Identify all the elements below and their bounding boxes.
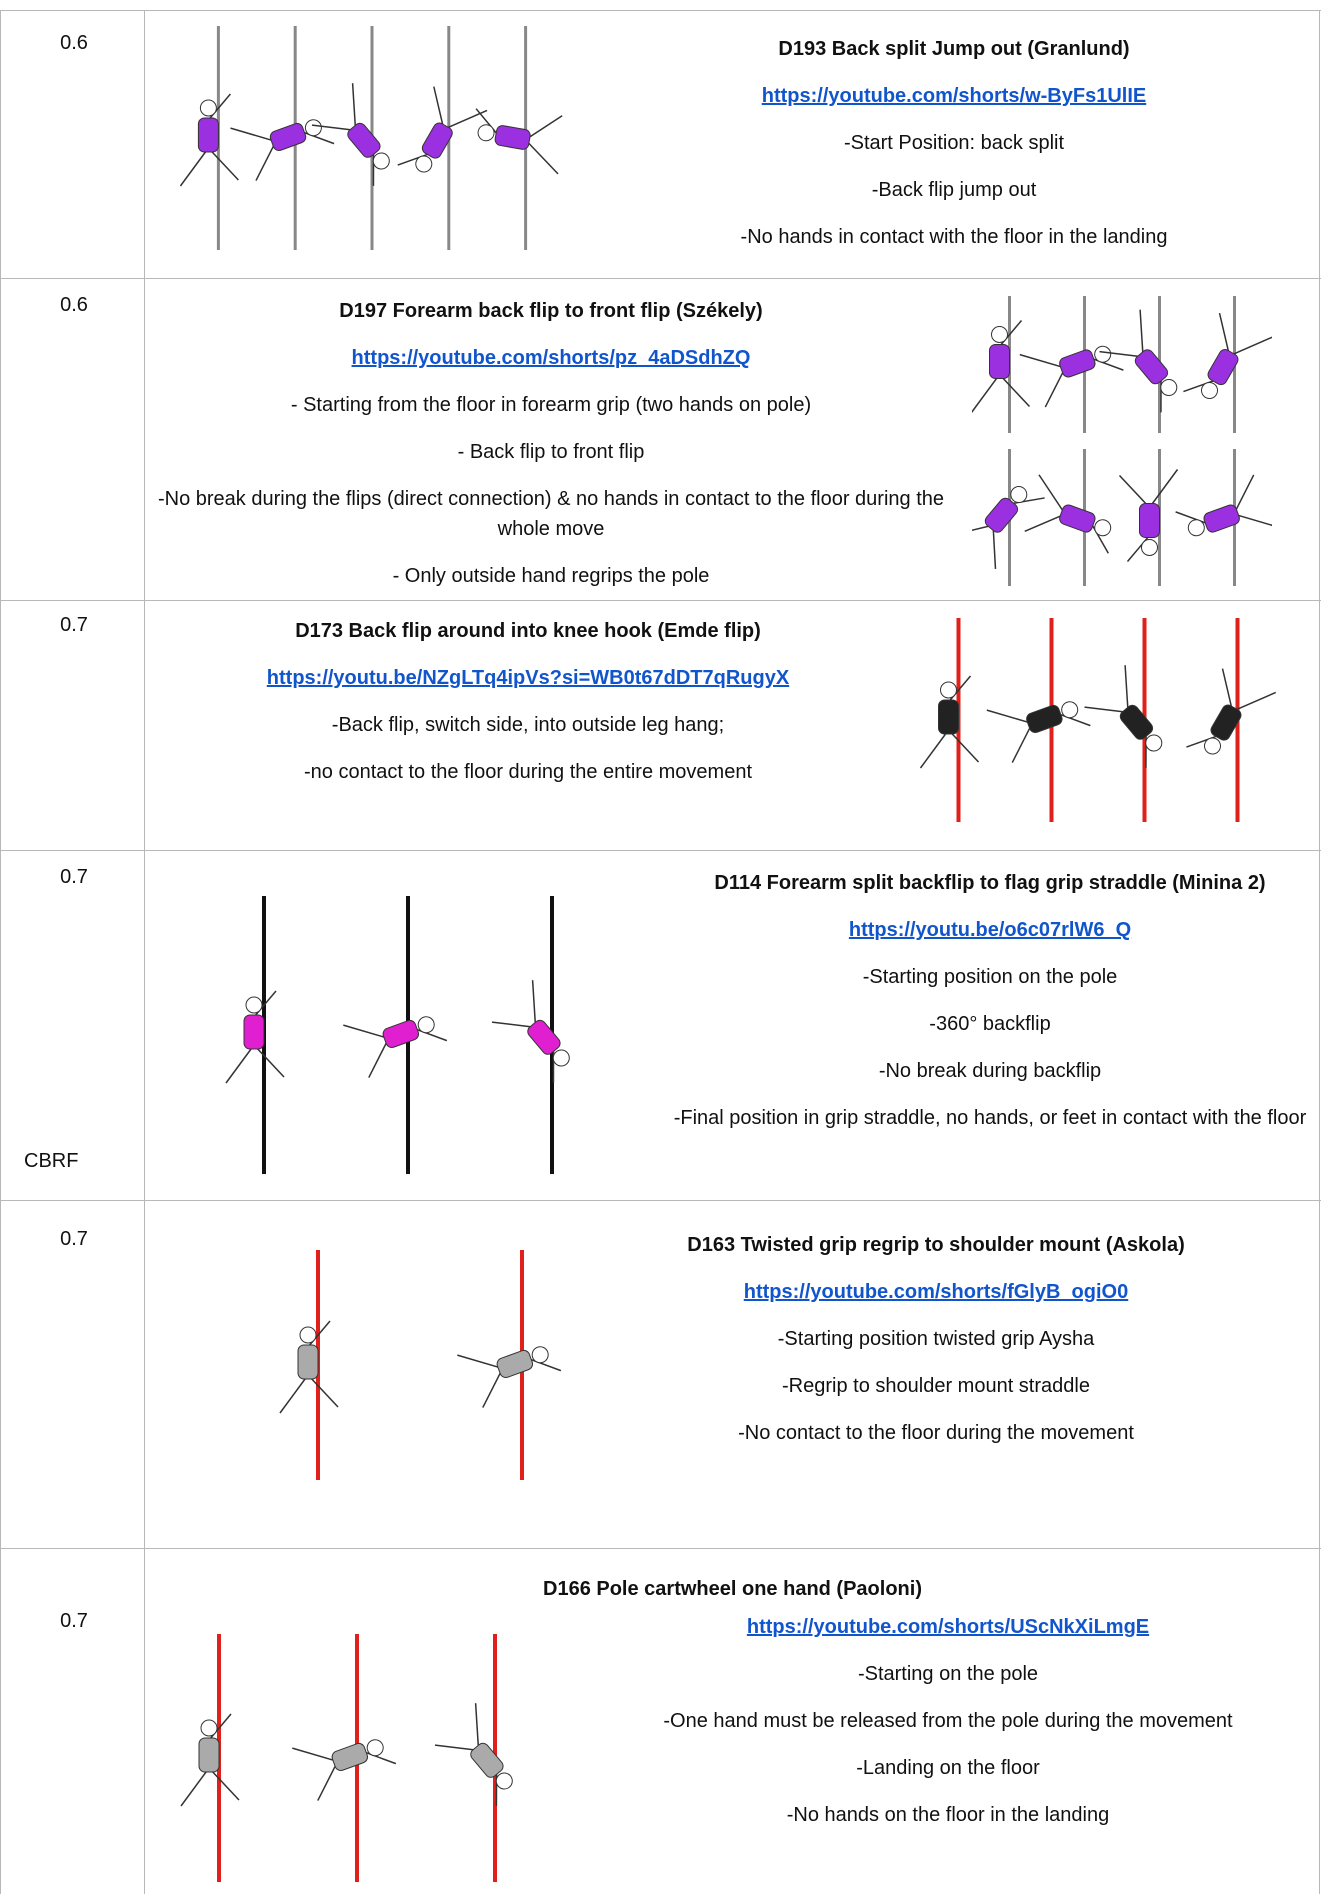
figure-part [972,486,1045,569]
text-block: D193 Back split Jump out (Granlund) https… [648,34,1260,269]
score: 0.6 [60,32,88,54]
illustration [180,26,563,250]
figure-part [986,701,1091,763]
requirement: -Back flip, switch side, into outside le… [331,714,725,736]
illustration [919,618,1277,822]
requirement: -Landing on the floor [856,1757,1040,1779]
score: 0.7 [60,1610,88,1632]
video-link[interactable]: https://youtu.be/o6c07rlW6_Q [848,919,1132,941]
figure-part [230,119,335,181]
requirement: - Back flip to front flip [457,441,645,463]
row-divider [0,1200,1321,1201]
score: 0.7 [60,1228,88,1250]
figure-part [279,1320,339,1414]
text-block: https://youtube.com/shorts/UScNkXiLmgE -S… [624,1612,1272,1847]
requirement: -Back flip jump out [871,179,1037,201]
row-divider [0,278,1321,279]
video-link[interactable]: https://youtube.com/shorts/fGlyB_ogiO0 [743,1281,1129,1303]
figure-part [180,93,239,187]
requirement: -Starting position on the pole [862,966,1118,988]
row-divider [0,850,1321,851]
illustration [180,1634,513,1882]
figure-part [292,1739,397,1801]
requirement: -No contact to the floor during the move… [738,1422,1134,1444]
figure-part [457,1346,562,1408]
move-title: D173 Back flip around into knee hook (Em… [295,620,761,642]
figure-part [311,83,390,186]
text-block: D163 Twisted grip regrip to shoulder mou… [600,1230,1272,1465]
figure-part [1175,474,1272,537]
score: 0.6 [60,294,88,316]
figure-part [397,86,488,173]
requirement: -One hand must be released from the pole… [663,1710,1233,1732]
illustration [972,296,1272,586]
text-block: D173 Back flip around into knee hook (Em… [156,616,900,804]
row-divider [0,1548,1321,1549]
text-block: D197 Forearm back flip to front flip (Sz… [156,296,946,608]
requirement: - Starting from the floor in forearm gri… [290,394,812,416]
requirement: -No hands in contact with the floor in t… [740,226,1168,248]
figure-part [1186,668,1277,755]
figure-part [475,108,563,175]
requirement: -No break during the flips (direct conne… [157,488,944,540]
requirement: -Regrip to shoulder mount straddle [782,1375,1090,1397]
figure-part [491,980,570,1083]
figure-part [434,1703,513,1806]
requirement: -No hands on the floor in the landing [786,1804,1110,1826]
requirement: -Start Position: back split [843,132,1065,154]
figure-part [1024,474,1112,554]
figure-part [1099,309,1178,413]
table-border [0,10,1321,11]
move-title: D193 Back split Jump out (Granlund) [778,38,1130,60]
video-link[interactable]: https://youtube.com/shorts/w-ByFs1UlIE [761,85,1147,107]
figure-part [1118,469,1179,562]
illustration [225,896,570,1174]
requirement: -No break during backflip [878,1060,1102,1082]
figure-part [180,1713,240,1807]
requirement: -Final position in grip straddle, no han… [673,1107,1307,1129]
figure-part [343,1016,448,1078]
score: 0.7 [60,614,88,636]
requirement: -Starting on the pole [857,1663,1039,1685]
requirement: - Only outside hand regrips the pole [392,565,710,587]
table-border [1319,10,1320,1894]
score: 0.7 [60,866,88,888]
video-link[interactable]: https://youtube.com/shorts/UScNkXiLmgE [746,1616,1150,1638]
video-link[interactable]: https://youtu.be/NZgLTq4ipVs?si=WB0t67dD… [266,667,790,689]
text-block: D114 Forearm split backflip to flag grip… [672,868,1308,1150]
figure-part [225,990,285,1084]
figure-part [1084,665,1163,768]
move-title: D197 Forearm back flip to front flip (Sz… [339,300,763,322]
requirement: -no contact to the floor during the enti… [303,761,753,783]
illustration [279,1250,562,1480]
requirement: -Starting position twisted grip Aysha [777,1328,1095,1350]
figure-part [1183,312,1272,399]
note: CBRF [24,1150,79,1172]
video-link[interactable]: https://youtube.com/shorts/pz_4aDSdhZQ [351,347,751,369]
table-border [144,10,145,1894]
move-title: D163 Twisted grip regrip to shoulder mou… [687,1234,1185,1256]
row-divider [0,600,1321,601]
requirement: -360° backflip [929,1013,1051,1035]
text-block: D166 Pole cartwheel one hand (Paoloni) [144,1574,1321,1621]
move-title: D114 Forearm split backflip to flag grip… [714,872,1266,894]
figure-part [1019,345,1124,408]
figure-part [972,320,1031,413]
figure-part [919,675,980,769]
move-title: D166 Pole cartwheel one hand (Paoloni) [543,1578,922,1600]
table-border [0,10,1,1894]
